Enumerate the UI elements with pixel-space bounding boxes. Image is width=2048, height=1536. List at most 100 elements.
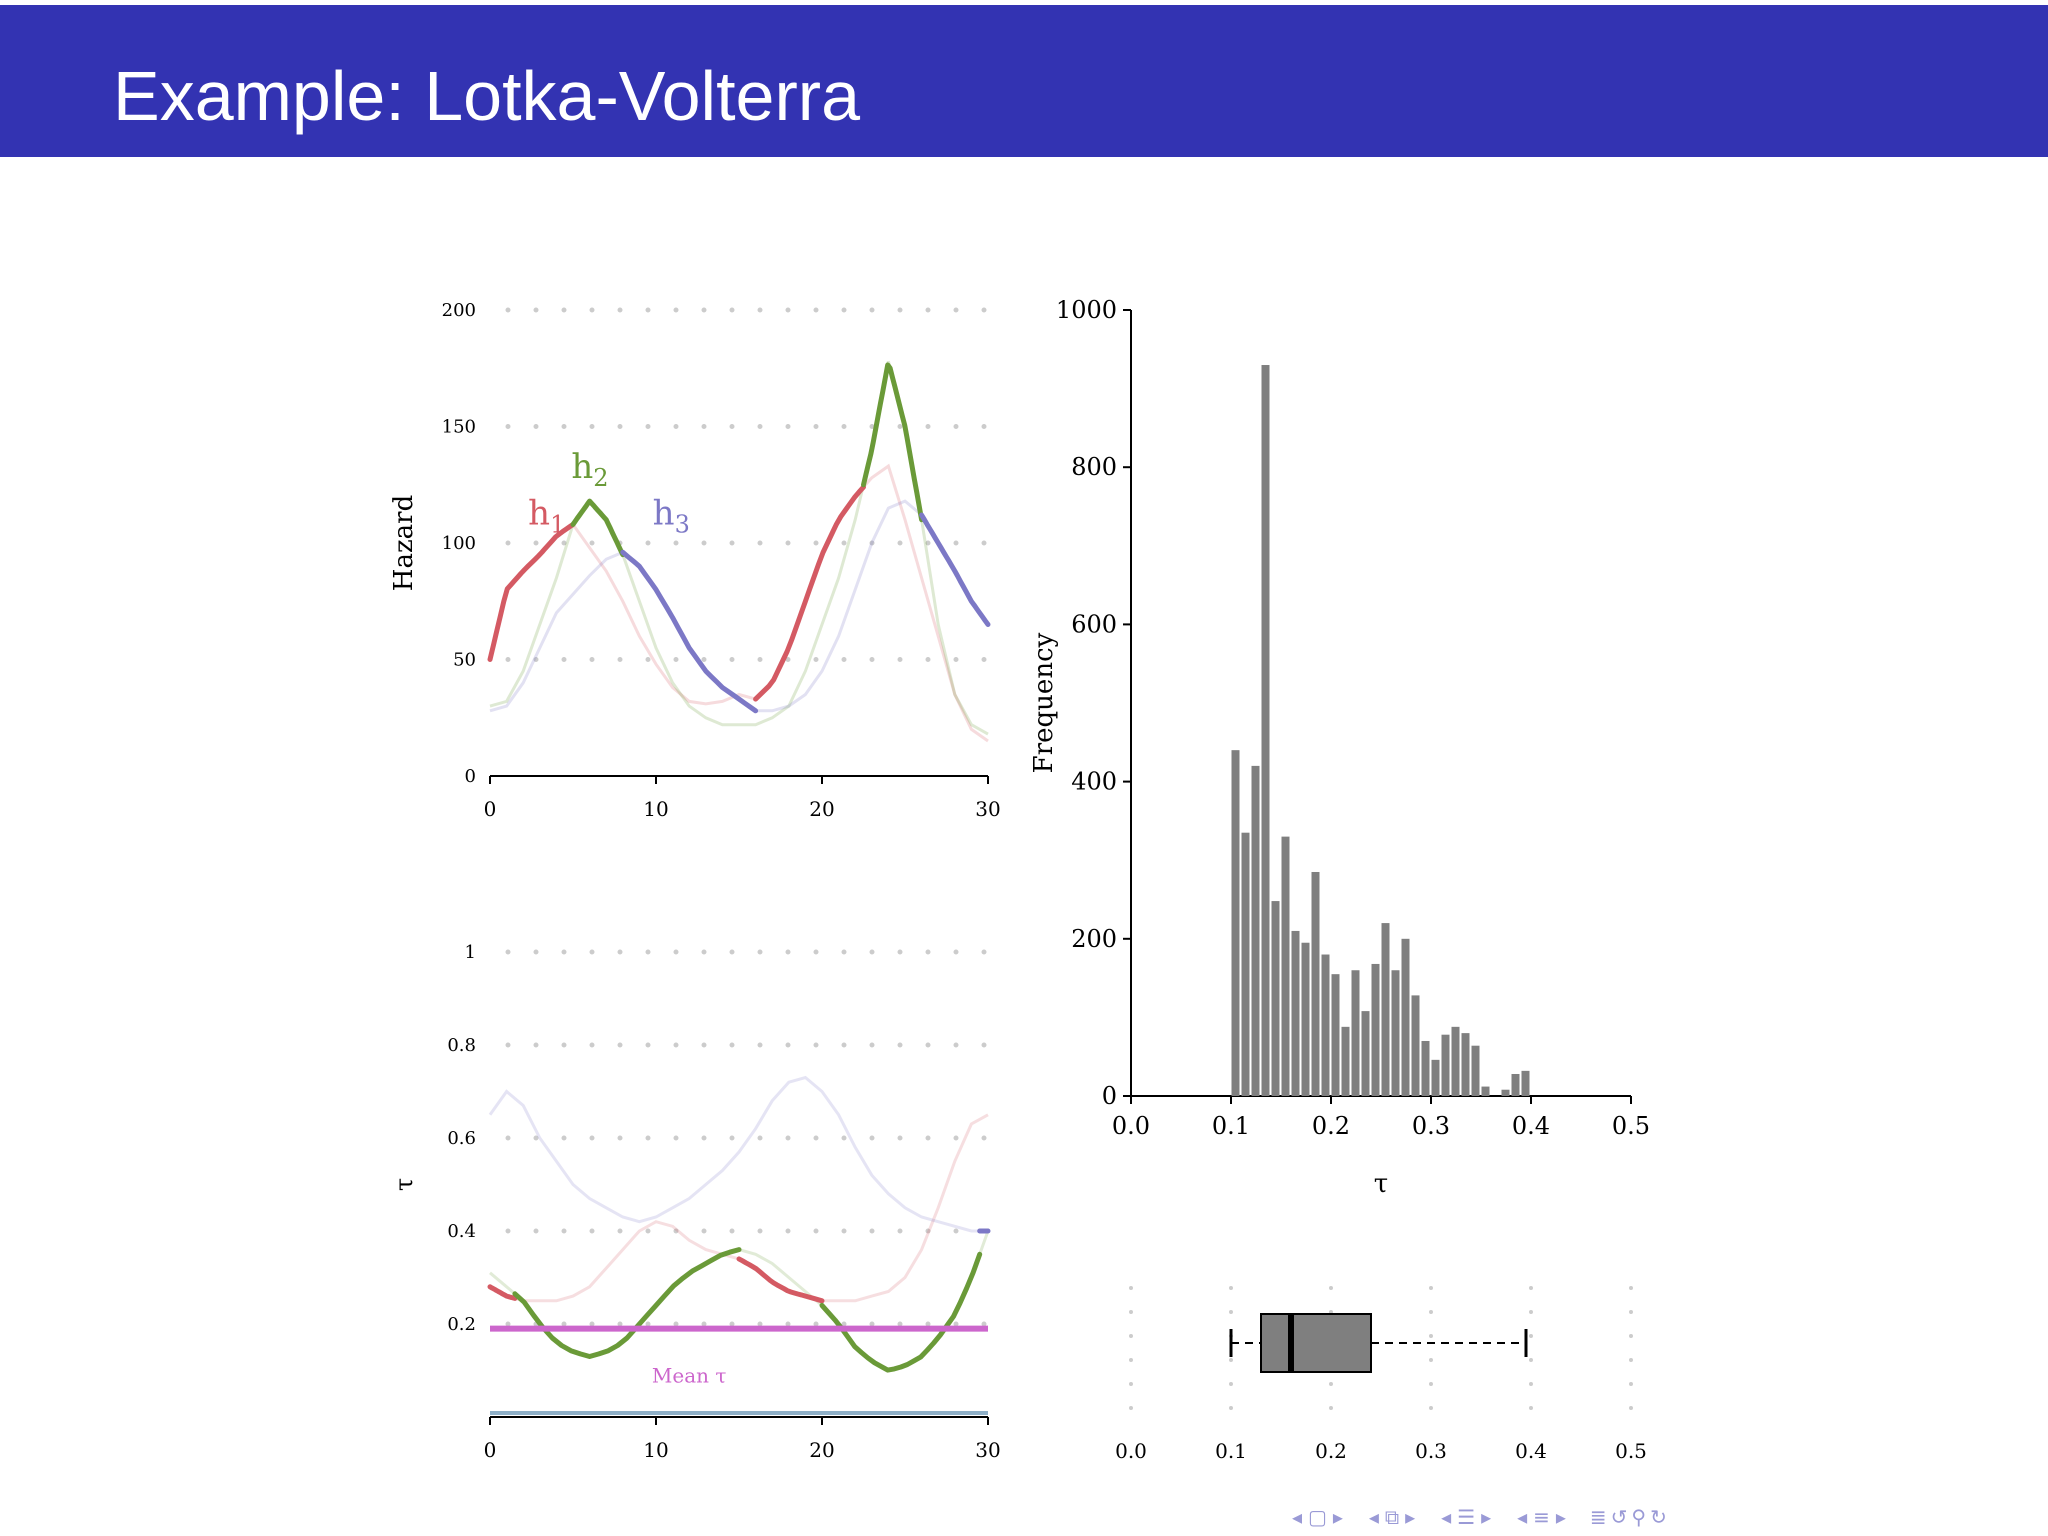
box	[1260, 1313, 1372, 1373]
y-tick-label: 0.8	[447, 1035, 476, 1056]
x-tick-label: 0.4	[1512, 1112, 1550, 1140]
nav-group: ◂ ⧉ ▸	[1367, 1505, 1417, 1529]
triangle-left-icon[interactable]: ◂	[1517, 1505, 1528, 1529]
histogram-bar	[1331, 974, 1340, 1096]
tau-histogram: 0 200 400 600 800 1000 0.0 0.1 0.2 0.3 0.4 0.5 τ Freq…	[1029, 296, 1650, 1199]
nav-group: ◂ ☰ ▸	[1439, 1505, 1493, 1529]
title-bar: Example: Lotka-Volterra	[0, 5, 2048, 157]
y-tick-label: 600	[1071, 610, 1117, 638]
triangle-left-icon[interactable]: ◂	[1441, 1505, 1452, 1529]
min-segment-tau2	[819, 1251, 983, 1373]
x-tick-label: 0.1	[1212, 1112, 1250, 1140]
y-tick-label: 0.2	[447, 1314, 476, 1335]
triangle-left-icon[interactable]: ◂	[1291, 1505, 1303, 1529]
triangle-left-icon[interactable]: ◂	[1368, 1505, 1379, 1529]
histogram-bar	[1391, 970, 1400, 1096]
y-tick-label: 1	[465, 942, 476, 963]
y-axis-label: Hazard	[389, 495, 419, 591]
zoom-icon[interactable]: ⚲	[1631, 1505, 1647, 1529]
y-tick-label: 100	[442, 533, 476, 554]
x-tick-label: 10	[643, 1438, 668, 1462]
x-tick-label: 0.1	[1215, 1439, 1247, 1463]
histogram-bar	[1431, 1059, 1440, 1096]
x-tick-label: 0.4	[1515, 1439, 1547, 1463]
histogram-bar	[1461, 1033, 1470, 1096]
nav-group: ◂ ≡ ▸	[1515, 1505, 1568, 1529]
histogram-bar	[1281, 836, 1290, 1096]
histogram-bar	[1231, 750, 1240, 1096]
beamer-navigation: ◂ ▢ ▸ ◂ ⧉ ▸ ◂ ☰ ▸ ◂ ≡ ▸ ≣ ↺ ⚲ ↻	[1290, 1500, 2040, 1534]
x-tick-label: 0.2	[1315, 1439, 1347, 1463]
nav-group: ≣ ↺ ⚲ ↻	[1590, 1505, 1667, 1529]
frame-icon[interactable]: ▢	[1308, 1505, 1327, 1529]
x-tick-label: 0.3	[1415, 1439, 1447, 1463]
tau-boxplot: 0.0 0.1 0.2 0.3 0.4 0.5	[1115, 1286, 1647, 1463]
y-tick-label: 0	[465, 766, 476, 787]
align-icon[interactable]: ≣	[1589, 1505, 1607, 1529]
min-segment-tau1	[487, 1284, 518, 1301]
histogram-bar	[1521, 1070, 1530, 1096]
histogram-bar	[1271, 901, 1280, 1096]
search-undo-icon[interactable]: ↺	[1610, 1505, 1628, 1529]
histogram-bar	[1311, 871, 1320, 1096]
series-label-h2: h2	[571, 447, 608, 492]
histogram-bar	[1291, 930, 1300, 1096]
max-segment-h1	[487, 521, 576, 662]
y-tick-label: 800	[1071, 453, 1117, 481]
x-tick-label: 0.5	[1615, 1439, 1647, 1463]
y-tick-label: 0.6	[447, 1128, 476, 1149]
mean-tau-label: Mean τ	[652, 1364, 727, 1388]
x-tick-label: 30	[975, 1438, 1000, 1462]
histogram-bar	[1481, 1086, 1490, 1096]
histogram-bar	[1511, 1073, 1520, 1096]
histogram-bar	[1441, 1034, 1450, 1096]
y-tick-label: 150	[442, 417, 476, 438]
max-segment-h1	[753, 484, 866, 702]
histogram-bar	[1451, 1026, 1460, 1096]
x-tick-label: 0.5	[1612, 1112, 1650, 1140]
x-tick-label: 0.0	[1115, 1439, 1147, 1463]
x-tick-label: 0	[484, 797, 497, 821]
y-tick-label: 50	[453, 650, 476, 671]
y-axis-label: Frequency	[1029, 632, 1059, 773]
max-segment-h2	[570, 498, 626, 558]
redo-icon[interactable]: ↻	[1650, 1505, 1667, 1529]
series-tau3-line	[488, 1075, 988, 1233]
x-tick-label: 10	[643, 797, 668, 821]
histogram-bar	[1341, 1026, 1350, 1096]
min-segment-tau2	[512, 1247, 742, 1359]
histogram-bar	[1351, 970, 1360, 1096]
histogram-bar	[1411, 995, 1420, 1096]
y-tick-label: 400	[1071, 768, 1117, 796]
y-tick-label: 0	[1102, 1082, 1117, 1110]
histogram-bar	[1471, 1045, 1480, 1096]
max-segment-h3	[919, 512, 991, 627]
y-axis-label: τ	[390, 1178, 418, 1191]
x-tick-label: 20	[809, 1438, 834, 1462]
x-tick-label: 30	[975, 797, 1000, 821]
histogram-bar	[1371, 963, 1380, 1096]
histogram-bar	[1381, 923, 1390, 1096]
section-icon[interactable]: ☰	[1457, 1505, 1476, 1529]
x-tick-label: 20	[809, 797, 834, 821]
triangle-right-icon[interactable]: ▸	[1405, 1505, 1416, 1529]
histogram-bar	[1251, 765, 1260, 1096]
x-tick-label: 0.2	[1312, 1112, 1350, 1140]
y-tick-label: 200	[1071, 925, 1117, 953]
y-tick-label: 200	[442, 300, 476, 321]
triangle-right-icon[interactable]: ▸	[1481, 1505, 1492, 1529]
y-tick-label: 0.4	[447, 1221, 476, 1242]
histogram-bar	[1261, 365, 1270, 1096]
outline-icon[interactable]: ≡	[1533, 1505, 1550, 1529]
x-tick-label: 0.0	[1112, 1112, 1150, 1140]
slide-title: Example: Lotka-Volterra	[113, 57, 861, 135]
x-axis-label: τ	[1374, 1169, 1388, 1199]
triangle-right-icon[interactable]: ▸	[1332, 1505, 1343, 1529]
subsection-icon[interactable]: ⧉	[1384, 1505, 1400, 1529]
histogram-bar	[1401, 938, 1410, 1096]
triangle-right-icon[interactable]: ▸	[1555, 1505, 1566, 1529]
min-segment-tau1	[736, 1256, 825, 1304]
